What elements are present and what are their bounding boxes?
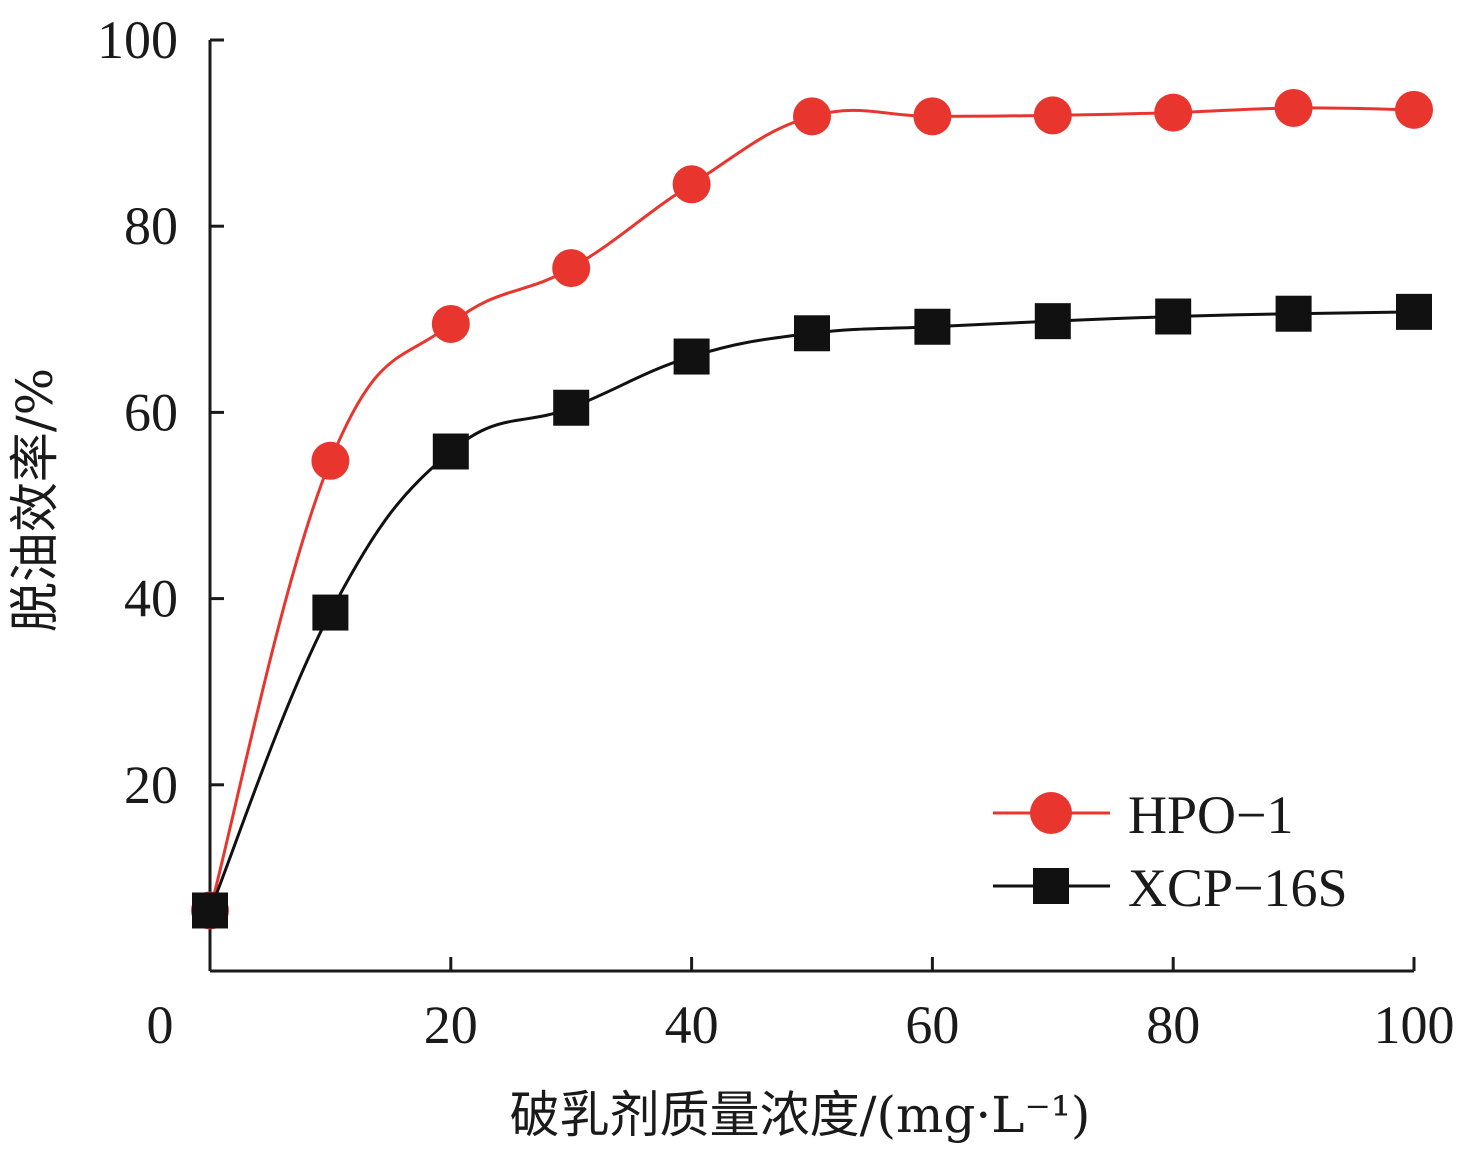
y-tick-label: 40	[124, 569, 178, 629]
data-point-hpo-1	[1395, 90, 1433, 129]
data-point-xcp-16s	[553, 389, 590, 426]
data-point-hpo-1	[431, 304, 470, 343]
data-point-hpo-1	[672, 165, 711, 204]
series-markers	[191, 88, 1433, 930]
data-point-xcp-16s	[673, 338, 710, 375]
y-tick-label: 20	[124, 755, 178, 815]
ticks: 20 40 60 80 100 0 20 40 60 80 100	[97, 10, 1455, 1055]
data-point-hpo-1	[793, 97, 831, 136]
axes	[208, 40, 1414, 973]
data-point-xcp-16s	[432, 433, 469, 470]
legend: HPO−1 XCP−16S	[993, 785, 1348, 918]
data-point-xcp-16s	[1155, 298, 1192, 335]
data-point-hpo-1	[913, 97, 952, 136]
legend-marker-hpo-1	[1030, 792, 1072, 834]
data-point-hpo-1	[1154, 93, 1193, 132]
x-tick-label: 80	[1146, 995, 1200, 1055]
data-point-xcp-16s	[312, 594, 349, 631]
legend-item-xcp-16s: XCP−16S	[993, 858, 1348, 918]
data-point-hpo-1	[1274, 88, 1313, 127]
y-tick-label: 100	[97, 10, 178, 70]
y-tick-label: 60	[124, 382, 178, 442]
legend-label-hpo-1: HPO−1	[1128, 785, 1293, 845]
data-point-xcp-16s	[1396, 293, 1432, 330]
legend-label-xcp-16s: XCP−16S	[1128, 858, 1348, 918]
x-tick-label: 20	[424, 995, 478, 1055]
data-point-xcp-16s	[192, 892, 228, 929]
x-axis-title: 破乳剂质量浓度/(mg·L⁻¹)	[510, 1086, 1091, 1144]
data-point-xcp-16s	[1034, 303, 1071, 340]
data-point-hpo-1	[311, 441, 350, 480]
y-tick-label: 80	[124, 196, 178, 256]
data-point-xcp-16s	[1275, 295, 1312, 332]
x-tick-label: 100	[1374, 995, 1455, 1055]
y-axis-title: 脱油效率/%	[6, 368, 64, 632]
legend-marker-xcp-16s	[1033, 868, 1069, 904]
data-point-xcp-16s	[914, 308, 951, 345]
x-tick-label: 60	[905, 995, 959, 1055]
legend-item-hpo-1: HPO−1	[993, 785, 1293, 845]
data-point-hpo-1	[552, 249, 591, 288]
data-point-xcp-16s	[794, 315, 830, 352]
x-tick-label: 0	[147, 995, 174, 1055]
x-tick-label: 40	[665, 995, 719, 1055]
data-point-hpo-1	[1033, 96, 1072, 135]
